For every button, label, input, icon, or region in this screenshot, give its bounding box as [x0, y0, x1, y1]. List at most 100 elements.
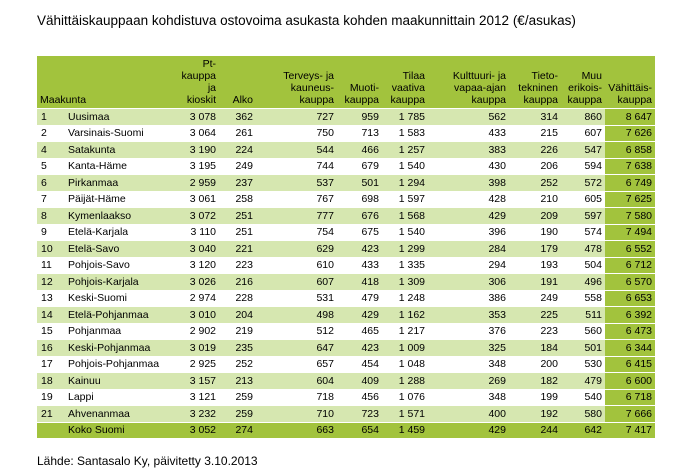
column-header-line: kauppa — [344, 94, 379, 106]
value-cell: 3 232 — [176, 405, 219, 423]
column-header-line: kauppa — [617, 94, 652, 106]
value-cell: 675 — [337, 224, 382, 241]
value-cell: 710 — [256, 405, 337, 423]
column-header-line: kauppa — [523, 94, 558, 106]
value-cell: 647 — [256, 339, 337, 357]
value-cell: 1 571 — [382, 405, 428, 423]
region-name: Pirkanmaa — [65, 174, 176, 192]
value-cell: 558 — [561, 290, 605, 307]
value-cell: 777 — [256, 207, 337, 225]
value-cell: 610 — [256, 257, 337, 274]
region-name: Pohjanmaa — [65, 323, 176, 340]
region-number: 18 — [37, 372, 65, 390]
region-number: 5 — [37, 158, 65, 175]
value-cell: 642 — [561, 422, 605, 439]
value-cell: 3 078 — [176, 108, 219, 126]
source-note: Lähde: Santasalo Ky, päivitetty 3.10.201… — [37, 454, 258, 468]
region-number: 9 — [37, 224, 65, 241]
region-number: 10 — [37, 240, 65, 258]
column-header-line: kauppa — [299, 94, 334, 106]
value-cell: 560 — [561, 323, 605, 340]
value-cell: 219 — [219, 323, 256, 340]
value-cell: 654 — [337, 422, 382, 439]
value-cell: 348 — [428, 356, 509, 373]
value-cell: 204 — [219, 306, 256, 324]
value-cell: 1 309 — [382, 273, 428, 291]
value-cell: 314 — [509, 108, 561, 126]
value-cell: 429 — [337, 306, 382, 324]
table-row: 16 Keski-Pohjanmaa 3 019 235 647 423 1 009 325 1… — [37, 339, 655, 357]
column-header-line: Tieto- — [531, 70, 558, 82]
value-cell: 3 110 — [176, 224, 219, 241]
column-header-line: kauppa — [567, 94, 602, 106]
value-cell: 409 — [337, 372, 382, 390]
column-header: Kulttuuri- ja vapaa-ajan kauppa — [428, 56, 509, 109]
header-row: Maakunta Pt-kauppa ja kioskit Alko Terveys- … — [37, 56, 655, 109]
value-cell: 184 — [509, 339, 561, 357]
value-cell: 383 — [428, 141, 509, 159]
column-header: Alko — [219, 56, 256, 109]
value-cell: 251 — [219, 224, 256, 241]
value-cell: 353 — [428, 306, 509, 324]
retail-total-cell: 6 552 — [605, 240, 655, 258]
value-cell: 1 294 — [382, 174, 428, 192]
retail-total-cell: 8 647 — [605, 108, 655, 126]
region-number: 17 — [37, 356, 65, 373]
value-cell: 512 — [256, 323, 337, 340]
value-cell: 540 — [561, 389, 605, 406]
region-name: Etelä-Savo — [65, 240, 176, 258]
value-cell: 428 — [428, 191, 509, 208]
value-cell: 259 — [219, 405, 256, 423]
value-cell: 216 — [219, 273, 256, 291]
value-cell: 1 299 — [382, 240, 428, 258]
value-cell: 1 162 — [382, 306, 428, 324]
column-header-line: vapaa-ajan — [454, 82, 506, 94]
value-cell: 2 925 — [176, 356, 219, 373]
value-cell: 2 974 — [176, 290, 219, 307]
value-cell: 252 — [219, 356, 256, 373]
region-number: 6 — [37, 174, 65, 192]
value-cell: 430 — [428, 158, 509, 175]
table-row: 13 Keski-Suomi 2 974 228 531 479 1 248 386 249 55… — [37, 290, 655, 307]
column-header-line: Alko — [232, 94, 253, 106]
region-name: Varsinais-Suomi — [65, 125, 176, 142]
value-cell: 750 — [256, 125, 337, 142]
value-cell: 723 — [337, 405, 382, 423]
value-cell: 547 — [561, 141, 605, 159]
value-cell: 676 — [337, 207, 382, 225]
value-cell: 325 — [428, 339, 509, 357]
value-cell: 1 583 — [382, 125, 428, 142]
region-number: 1 — [37, 108, 65, 126]
value-cell: 418 — [337, 273, 382, 291]
value-cell: 179 — [509, 240, 561, 258]
column-header-line: Vähittäis- — [608, 82, 652, 94]
column-header-label: Maakunta — [40, 94, 87, 106]
value-cell: 1 540 — [382, 158, 428, 175]
value-cell: 2 902 — [176, 323, 219, 340]
region-name: Uusimaa — [65, 108, 176, 126]
value-cell: 210 — [509, 191, 561, 208]
retail-total-cell: 6 749 — [605, 174, 655, 192]
value-cell: 224 — [219, 141, 256, 159]
value-cell: 294 — [428, 257, 509, 274]
value-cell: 713 — [337, 125, 382, 142]
value-cell: 465 — [337, 323, 382, 340]
value-cell: 3 157 — [176, 372, 219, 390]
value-cell: 258 — [219, 191, 256, 208]
region-name: Etelä-Pohjanmaa — [65, 306, 176, 324]
value-cell: 3 019 — [176, 339, 219, 357]
column-header-line: kauppa — [181, 70, 216, 82]
region-number: 7 — [37, 191, 65, 208]
value-cell: 511 — [561, 306, 605, 324]
value-cell: 1 459 — [382, 422, 428, 439]
table-row: 17 Pohjois-Pohjanmaa 2 925 252 657 454 1 048 34… — [37, 356, 655, 373]
value-cell: 767 — [256, 191, 337, 208]
value-cell: 423 — [337, 240, 382, 258]
region-number — [37, 422, 65, 439]
column-header-line: erikois- — [568, 82, 602, 94]
value-cell: 228 — [219, 290, 256, 307]
region-name: Lappi — [65, 389, 176, 406]
column-header: Vähittäis-kauppa — [605, 56, 655, 109]
value-cell: 3 195 — [176, 158, 219, 175]
value-cell: 1 048 — [382, 356, 428, 373]
